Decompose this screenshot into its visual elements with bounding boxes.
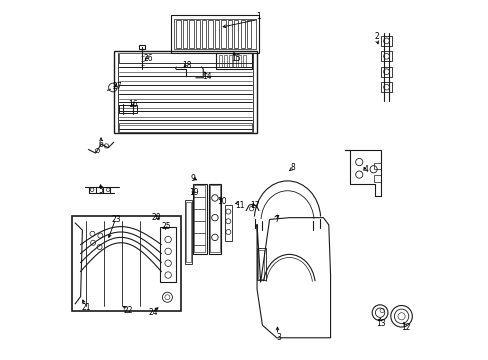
Bar xyxy=(186,202,190,262)
Text: 18: 18 xyxy=(182,61,191,70)
Bar xyxy=(233,55,236,67)
Text: 3: 3 xyxy=(276,333,281,342)
Bar xyxy=(214,21,219,48)
Bar xyxy=(380,36,391,46)
Text: 5: 5 xyxy=(99,186,103,195)
Text: 2: 2 xyxy=(374,32,379,41)
Bar xyxy=(242,55,245,67)
Bar xyxy=(224,55,226,67)
Text: 15: 15 xyxy=(230,54,240,63)
Text: 8: 8 xyxy=(290,163,295,172)
Bar xyxy=(210,185,219,252)
Bar xyxy=(228,55,231,67)
Bar xyxy=(380,82,391,92)
Bar xyxy=(238,55,241,67)
Text: 17: 17 xyxy=(250,201,260,210)
Bar xyxy=(208,21,212,48)
Bar xyxy=(195,21,200,48)
Text: 26: 26 xyxy=(143,54,153,63)
Bar xyxy=(119,123,251,132)
Text: 25: 25 xyxy=(161,222,171,231)
Text: 6: 6 xyxy=(99,140,103,149)
Text: 14: 14 xyxy=(202,72,211,81)
Bar xyxy=(215,53,251,69)
Text: 13: 13 xyxy=(375,319,385,328)
Bar xyxy=(373,175,381,182)
Bar xyxy=(119,53,251,63)
Text: 20: 20 xyxy=(151,213,161,222)
Bar xyxy=(246,21,251,48)
Text: 23: 23 xyxy=(111,215,121,224)
Bar xyxy=(257,248,265,280)
Bar xyxy=(258,250,263,279)
Text: 27: 27 xyxy=(112,82,122,91)
Bar xyxy=(72,216,181,311)
Text: 22: 22 xyxy=(123,306,132,315)
Text: 9: 9 xyxy=(190,174,195,183)
Bar xyxy=(192,184,206,253)
Text: 12: 12 xyxy=(400,323,410,332)
Bar xyxy=(183,21,187,48)
Bar xyxy=(221,21,225,48)
Bar xyxy=(119,105,137,113)
Bar xyxy=(174,19,255,49)
Text: 19: 19 xyxy=(189,188,199,197)
Bar xyxy=(208,184,221,253)
Bar xyxy=(171,15,258,53)
Bar xyxy=(113,51,257,134)
Bar xyxy=(234,21,238,48)
Text: 24: 24 xyxy=(149,308,158,317)
Bar xyxy=(227,21,232,48)
Bar xyxy=(189,21,193,48)
Text: 1: 1 xyxy=(255,12,260,21)
Bar xyxy=(380,51,391,61)
Text: 11: 11 xyxy=(235,201,244,210)
Bar xyxy=(194,185,204,252)
Bar xyxy=(224,205,231,241)
Text: 21: 21 xyxy=(81,303,91,312)
Bar xyxy=(176,21,180,48)
Bar xyxy=(139,45,145,49)
Bar xyxy=(219,55,222,67)
Bar xyxy=(160,226,176,282)
Bar xyxy=(373,163,381,169)
Bar xyxy=(240,21,244,48)
Bar xyxy=(380,67,391,77)
Bar xyxy=(202,21,206,48)
Bar xyxy=(185,200,191,264)
Text: 4: 4 xyxy=(363,165,368,174)
Text: 16: 16 xyxy=(128,100,138,109)
Text: 10: 10 xyxy=(217,197,226,206)
Text: 7: 7 xyxy=(274,215,279,224)
